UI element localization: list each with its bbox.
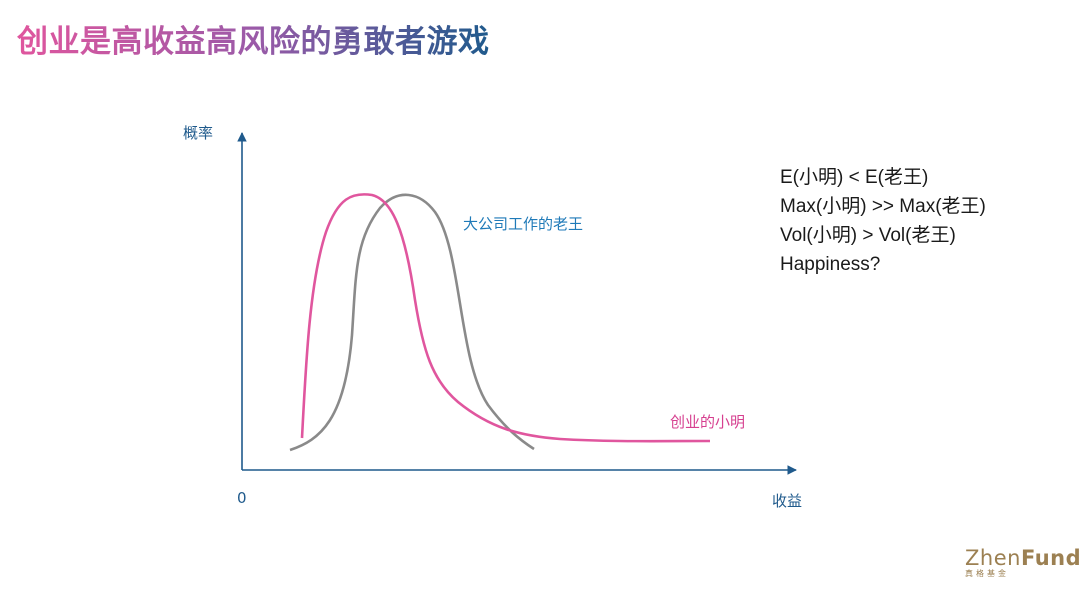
- slide-title: 创业是高收益高风险的勇敢者游戏: [17, 16, 490, 61]
- zhenfund-logo: ZhenFund 真格基金: [965, 546, 1080, 579]
- logo-brand-part2: Fund: [1020, 546, 1080, 570]
- note-expected-value: E(小明) < E(老王): [780, 167, 929, 188]
- note-happiness: Happiness?: [780, 254, 881, 275]
- note-volatility: Vol(小明) > Vol(老王): [780, 225, 956, 246]
- logo-brand-part1: Zhen: [965, 546, 1021, 570]
- y-axis-label: 概率: [183, 124, 213, 142]
- note-max-value: Max(小明) >> Max(老王): [780, 196, 986, 217]
- comparison-notes: E(小明) < E(老王) Max(小明) >> Max(老王) Vol(小明)…: [780, 163, 986, 279]
- series-label-laowang: 大公司工作的老王: [463, 215, 583, 233]
- x-axis-label: 收益: [772, 492, 802, 510]
- series-label-xiaoming: 创业的小明: [670, 413, 745, 431]
- series-curve-laowang: [289, 193, 535, 452]
- series-curve-xiaoming: [300, 193, 711, 443]
- logo-subtitle: 真格基金: [965, 569, 1009, 578]
- origin-label: 0: [237, 489, 247, 507]
